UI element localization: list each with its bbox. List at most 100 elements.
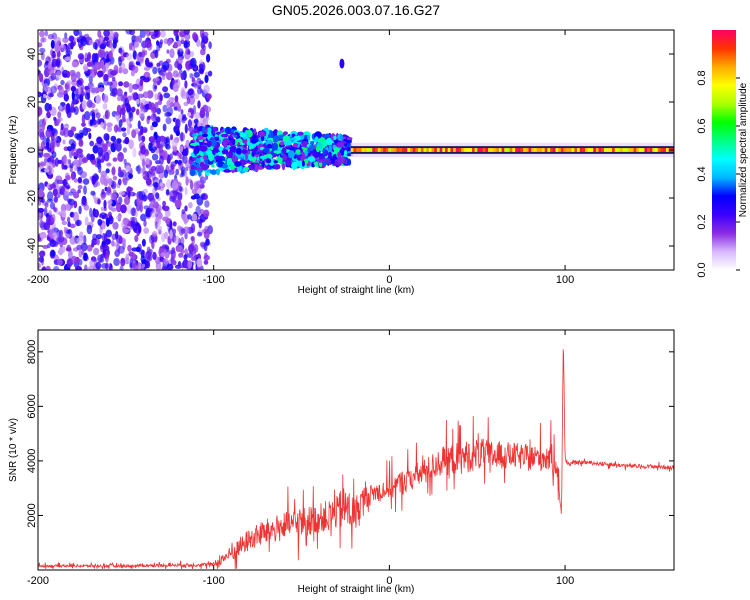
spectrogram-cell — [175, 118, 181, 129]
spectrogram-cell — [40, 51, 45, 61]
spectrogram-cell — [388, 148, 392, 152]
spectrogram-cell — [391, 148, 395, 152]
spectrogram-cell — [160, 30, 166, 38]
spectrogram-cell — [188, 244, 195, 254]
spectrogram-cell — [180, 109, 184, 115]
spectrogram-cell — [128, 42, 133, 51]
spectrogram-cell — [222, 138, 230, 145]
spectrogram-cell — [43, 207, 48, 217]
spectrogram-cell — [380, 148, 384, 152]
spectrogram-cell — [38, 42, 43, 48]
spectrogram-cell — [56, 118, 61, 124]
spectrogram-cell — [520, 148, 524, 152]
spectrogram-cell — [135, 35, 140, 43]
spectrogram-cell — [229, 146, 237, 152]
spectrogram-cell — [253, 156, 257, 161]
spectrogram-cell — [132, 147, 137, 158]
spectrogram-cell — [660, 148, 664, 152]
spectrogram-cell — [585, 148, 589, 152]
spectrogram-cell — [68, 159, 71, 165]
spectrogram-cell — [272, 164, 281, 170]
spectrogram-cell — [108, 50, 113, 60]
spectrogram-cell — [106, 162, 112, 167]
spectrogram-cell — [48, 209, 52, 216]
spectrogram-cell — [85, 128, 92, 132]
spectrogram-cell — [180, 131, 184, 142]
spectrogram-cell — [426, 148, 430, 152]
spectrogram-cell — [552, 148, 557, 152]
spectrogram-cell — [44, 168, 50, 173]
spectrogram-cell — [267, 154, 273, 160]
spectrogram-cell — [53, 116, 57, 121]
spectrogram-cell — [542, 148, 546, 152]
spectrogram-cell — [156, 40, 160, 46]
spectrogram-cell — [152, 66, 158, 75]
spectrogram-cell — [221, 149, 228, 155]
spectrogram-cell — [81, 122, 86, 127]
spectrogram-cell — [172, 79, 176, 85]
spectrogram-cell — [309, 141, 315, 145]
spectrogram-cell — [105, 217, 110, 227]
spectrogram-cell — [188, 96, 195, 105]
spectrogram-cell — [59, 44, 67, 52]
spectrogram-cell — [102, 249, 106, 256]
spectrogram-cell — [118, 178, 122, 186]
spectrogram-cell — [641, 148, 645, 152]
spectrogram-cell — [70, 143, 76, 150]
spectrogram-cell — [297, 131, 304, 136]
spectrogram-cell — [113, 31, 119, 38]
spectrogram-cell — [262, 148, 270, 153]
spectrogram-cell — [157, 164, 164, 173]
spectrogram-cell — [455, 148, 460, 152]
spectrogram-cell — [120, 107, 126, 115]
spectrogram-cell — [217, 160, 223, 168]
spectrogram-cell — [434, 148, 438, 152]
spectrogram-cell — [353, 148, 357, 152]
spectrogram-cell — [112, 222, 119, 230]
spectrogram-cell — [118, 196, 123, 205]
spectrogram-cell — [196, 38, 201, 48]
snr-panel: -200 -100 0 100 2000 4000 6000 8000 Height of … — [8, 329, 675, 595]
spectrogram-cell — [65, 103, 71, 112]
spectrogram-cell — [38, 129, 45, 138]
spectrogram-cell — [197, 231, 203, 237]
spectrogram-cell — [272, 142, 279, 151]
spectrogram-cell — [75, 153, 82, 158]
snr-frame — [37, 329, 675, 571]
spectrogram-cell — [76, 166, 82, 171]
spectrogram-cell — [178, 252, 184, 258]
spectrogram-cell — [185, 47, 190, 55]
spectrogram-cell — [273, 160, 279, 164]
spectrogram-cell — [447, 148, 451, 152]
spectrogram-cell — [231, 138, 236, 145]
spectrogram-cell — [118, 81, 124, 87]
spectrogram-cell — [89, 140, 95, 147]
spectrogram-cell — [148, 142, 153, 152]
spectrogram-cell — [88, 75, 93, 84]
spectrogram-cell — [90, 190, 96, 196]
spectrogram-cell — [38, 256, 44, 263]
spectrogram-cell — [139, 78, 144, 87]
spectrogram-cell — [45, 265, 51, 270]
spectrogram-cell — [71, 79, 78, 87]
spectrogram-cell — [523, 148, 527, 152]
spectrogram-cell — [168, 38, 173, 45]
spectrogram-cell — [127, 244, 132, 252]
spectrogram-cell — [657, 148, 662, 152]
spectrogram-cell — [166, 100, 171, 108]
spectrogram-cell — [148, 102, 156, 111]
spectrogram-cell — [38, 212, 42, 219]
spectrogram-cell — [582, 148, 586, 152]
spectrogram-cell — [201, 228, 209, 234]
spectrogram-cell — [70, 85, 77, 92]
spectrogram-cell — [180, 36, 185, 44]
spectrogram-cell — [152, 82, 157, 92]
spectrogram-cell — [184, 205, 188, 212]
spectrogram-cell — [99, 43, 107, 50]
spectrogram-cell — [109, 91, 116, 97]
spectrogram-cell — [93, 247, 100, 256]
spectrogram-cell — [73, 191, 80, 199]
spectrogram-cell — [187, 119, 192, 128]
spectrogram-cell — [132, 262, 139, 270]
